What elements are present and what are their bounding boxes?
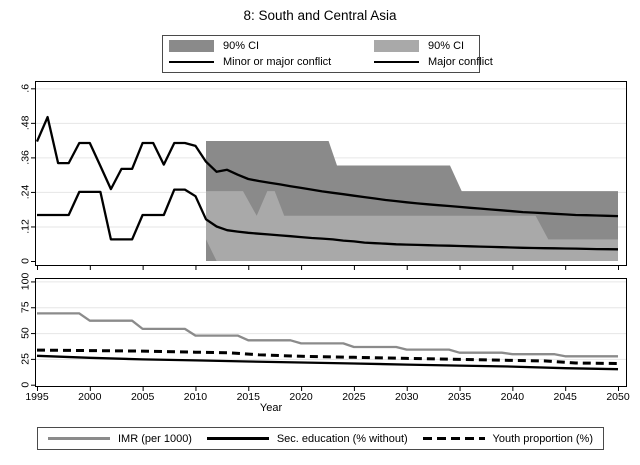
x-tick-label: 2015 [237, 391, 261, 403]
dark-ci-swatch [169, 40, 214, 52]
legend-label: IMR (per 1000) [118, 432, 192, 445]
legend-label: Sec. education (% without) [276, 432, 408, 445]
legend-label: 90% CI [428, 40, 465, 52]
conflict-legend: 90% CI 90% CI Minor or major conflict Ma… [162, 35, 493, 73]
x-tick-label: 2010 [184, 391, 208, 403]
x-tick-label: 1995 [25, 391, 49, 403]
legend-label: Youth proportion (%) [492, 432, 594, 445]
y-tick-label: 50 [20, 327, 32, 339]
x-tick-label: 2050 [606, 391, 630, 403]
solid-line-swatch [206, 437, 269, 440]
legend-label: Minor or major conflict [223, 56, 332, 68]
y-axis: 0 .12 .24 .36 .48 .6 [20, 84, 35, 264]
x-axis: 1995 2000 2005 2010 2015 2020 2025 2030 2035 2040… [25, 387, 630, 403]
legend-item-major-ci: 90% CI [374, 40, 493, 52]
legend-item-minor-major-ci: 90% CI [169, 40, 374, 52]
x-axis [37, 266, 619, 270]
legend-item-sec-education: Sec. education (% without) [206, 432, 408, 445]
legend-label: Major conflict [428, 56, 493, 68]
x-tick-label: 2030 [395, 391, 419, 403]
y-tick-label: .36 [20, 150, 32, 165]
y-tick-label: 25 [20, 353, 32, 365]
legend-item-youth-proportion: Youth proportion (%) [422, 432, 594, 445]
y-tick-label: .48 [20, 115, 32, 130]
series-major-conflict [37, 188, 619, 251]
x-tick-label: 2000 [78, 391, 102, 403]
indicators-legend: IMR (per 1000) Sec. education (% without… [37, 427, 604, 450]
panel-border [35, 81, 627, 266]
conflict-probability-panel: 0 .12 .24 .36 .48 .6 [20, 81, 627, 270]
x-tick-label: 2040 [501, 391, 525, 403]
legend-item-major-line: Major conflict [374, 56, 493, 68]
legend-item-minor-major-line: Minor or major conflict [169, 56, 374, 68]
panel-border [35, 278, 627, 387]
series-youth-proportion [36, 348, 619, 365]
dashed-line-swatch [422, 437, 485, 440]
solid-line-swatch [169, 60, 214, 64]
y-tick-label: 0 [20, 382, 32, 388]
page-title: 8: South and Central Asia [243, 8, 397, 23]
x-tick-label: 2020 [289, 391, 313, 403]
series-minor-or-major-conflict [35, 115, 619, 218]
y-tick-label: 75 [20, 301, 32, 313]
x-tick-label: 2035 [448, 391, 472, 403]
gray-line-swatch [48, 437, 110, 440]
y-tick-label: .6 [20, 84, 32, 93]
legend-label: 90% CI [223, 40, 260, 52]
x-tick-label: 2005 [131, 391, 155, 403]
x-axis-title: Year [259, 402, 283, 414]
legend-item-imr: IMR (per 1000) [48, 433, 192, 445]
y-axis: 0 25 50 75 100 [20, 273, 35, 388]
major-conflict-90ci-band [206, 191, 618, 261]
x-tick-label: 2025 [342, 391, 366, 403]
indicators-panel: 0 25 50 75 100 1995 2000 2005 2010 2015 2020 2025 20… [20, 273, 630, 403]
solid-line-swatch [374, 60, 419, 64]
y-tick-label: 0 [20, 258, 32, 264]
light-ci-swatch [374, 40, 419, 52]
series-sec-education-without [36, 354, 619, 371]
y-tick-label: 100 [20, 273, 32, 291]
x-tick-label: 2045 [554, 391, 578, 403]
series-imr-per-1000 [37, 312, 618, 358]
y-tick-label: .24 [20, 184, 32, 199]
y-tick-label: .12 [20, 219, 32, 234]
